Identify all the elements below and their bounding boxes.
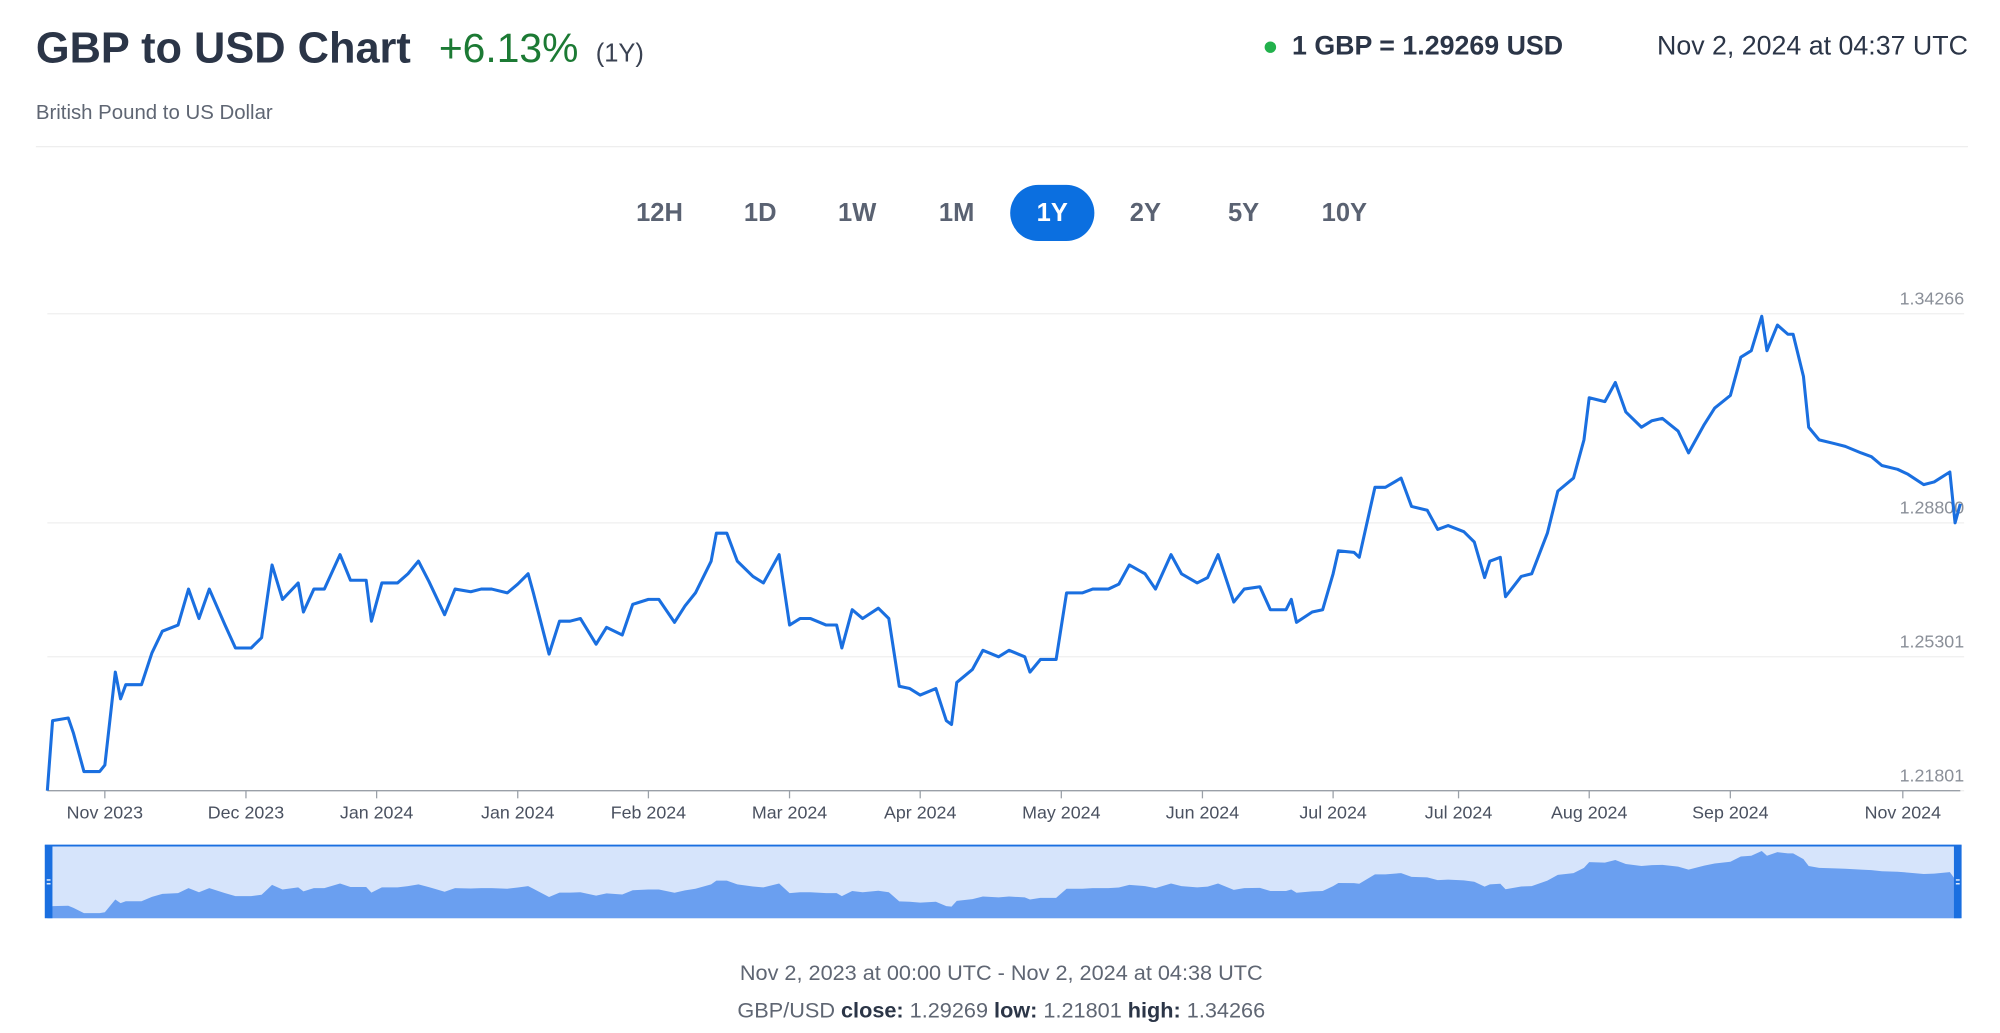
range-button[interactable]: 1Y xyxy=(1010,184,1095,242)
low-label: low: xyxy=(994,997,1037,1022)
subtitle: British Pound to US Dollar xyxy=(36,102,273,124)
x-tick-label: Jan 2024 xyxy=(481,802,554,822)
change-period: (1Y) xyxy=(596,40,644,68)
x-tick-label: Jul 2024 xyxy=(1425,802,1493,822)
range-button[interactable]: 12H xyxy=(636,199,683,227)
stats: GBP/USD close: 1.29269 low: 1.21801 high… xyxy=(737,997,1265,1022)
range-button-label[interactable]: 1Y xyxy=(1037,199,1068,227)
navigator-area xyxy=(47,851,1961,919)
range-button[interactable]: 2Y xyxy=(1130,199,1161,227)
period: Nov 2, 2023 at 00:00 UTC - Nov 2, 2024 a… xyxy=(740,960,1263,985)
page-title: GBP to USD Chart xyxy=(36,24,411,72)
timestamp: Nov 2, 2024 at 04:37 UTC xyxy=(1657,30,1968,60)
y-tick-label: 1.28800 xyxy=(1900,498,1965,518)
navigator-handle[interactable] xyxy=(1953,845,1962,919)
x-tick-label: May 2024 xyxy=(1022,802,1100,822)
x-tick-label: Sep 2024 xyxy=(1692,802,1768,822)
navigator[interactable] xyxy=(44,844,1962,919)
range-button-label[interactable]: 10Y xyxy=(1322,199,1367,227)
close: 1.29269 xyxy=(910,997,988,1022)
range-button-label[interactable]: 2Y xyxy=(1130,199,1161,227)
range-button[interactable]: 10Y xyxy=(1322,199,1367,227)
range-button-bg[interactable] xyxy=(1010,184,1095,242)
range-button-label[interactable]: 5Y xyxy=(1228,199,1259,227)
y-tick-label: 1.34266 xyxy=(1900,288,1965,308)
price-line xyxy=(45,314,1962,791)
x-tick-label: Nov 2024 xyxy=(1865,802,1941,822)
x-tick-label: Aug 2024 xyxy=(1551,802,1627,822)
x-tick-label: Mar 2024 xyxy=(752,802,827,822)
plot: 1.21801 1.25301 1.28800 1.34266 Nov 2023 Dec … xyxy=(45,288,1965,822)
x-tick-label: Jun 2024 xyxy=(1166,802,1239,822)
y-tick-label: 1.25301 xyxy=(1900,631,1965,651)
x-tick-label: Feb 2024 xyxy=(611,802,686,822)
range-button-label[interactable]: 1M xyxy=(939,199,974,227)
x-tick-label: Nov 2023 xyxy=(67,802,143,822)
range-button-label[interactable]: 1D xyxy=(744,199,777,227)
range-button[interactable]: 5Y xyxy=(1228,199,1259,227)
range-button[interactable]: 1D xyxy=(744,199,777,227)
low: 1.21801 xyxy=(1043,997,1121,1022)
y-tick-label: 1.21801 xyxy=(1900,765,1965,785)
pair: GBP/USD xyxy=(737,997,835,1022)
x-tick-label: Apr 2024 xyxy=(884,802,956,822)
range-button[interactable]: 1W xyxy=(838,199,877,227)
close-label: close: xyxy=(841,997,904,1022)
x-tick-label: Jan 2024 xyxy=(340,802,413,822)
range-button[interactable]: 1M xyxy=(939,199,974,227)
high-label: high: xyxy=(1128,997,1181,1022)
x-tick-label: Dec 2023 xyxy=(208,802,284,822)
range-button-label[interactable]: 12H xyxy=(636,199,683,227)
x-tick-label: Jul 2024 xyxy=(1299,802,1367,822)
change: +6.13% xyxy=(439,25,579,71)
rate: 1 GBP = 1.29269 USD xyxy=(1292,30,1563,60)
high: 1.34266 xyxy=(1187,997,1265,1022)
navigator-handle[interactable] xyxy=(44,845,53,919)
range-button-label[interactable]: 1W xyxy=(838,199,877,227)
live-dot xyxy=(1264,41,1277,53)
range-selector: 12H 1D 1W 1M 1Y 2Y 5Y 10Y xyxy=(636,184,1367,242)
